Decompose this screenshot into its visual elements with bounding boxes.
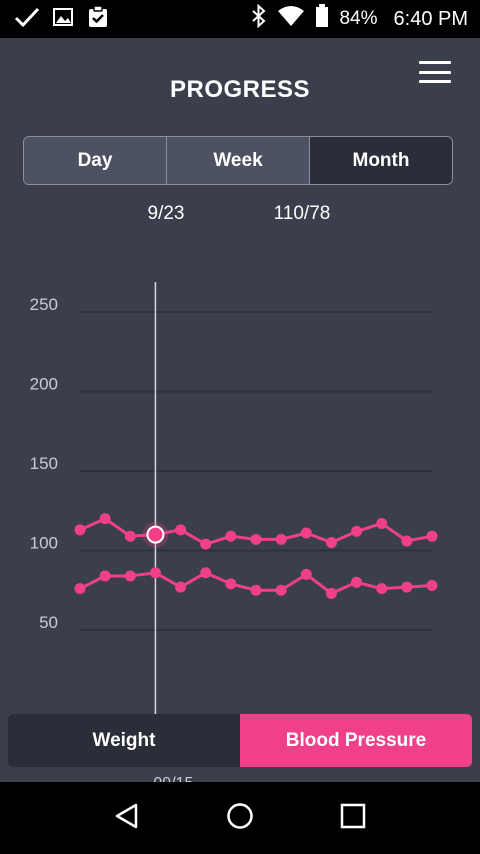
data-point <box>325 587 337 599</box>
check-icon <box>14 6 40 33</box>
data-point <box>300 527 312 539</box>
y-tick-label: 200 <box>30 375 58 394</box>
data-point <box>200 567 212 579</box>
data-point <box>376 583 388 595</box>
data-point <box>426 579 438 591</box>
wifi-icon <box>277 5 305 33</box>
data-point <box>401 535 413 547</box>
metric-toggle: Weight Blood Pressure <box>8 714 472 767</box>
battery-icon <box>315 4 329 34</box>
weight-tab[interactable]: Weight <box>8 714 240 767</box>
tab-month[interactable]: Month <box>310 137 452 184</box>
blood-pressure-tab[interactable]: Blood Pressure <box>240 714 472 767</box>
data-point <box>225 578 237 590</box>
tab-week[interactable]: Week <box>167 137 310 184</box>
selected-date: 9/23 <box>147 203 185 224</box>
data-point <box>74 583 86 595</box>
back-icon[interactable] <box>112 801 142 836</box>
bluetooth-icon <box>251 3 267 34</box>
data-point <box>200 538 212 550</box>
data-point <box>225 530 237 542</box>
data-point <box>124 570 136 582</box>
range-selector: Day Week Month <box>23 136 453 185</box>
data-point <box>99 513 111 525</box>
data-point <box>149 567 161 579</box>
data-point <box>351 576 363 588</box>
data-point <box>124 530 136 542</box>
menu-icon[interactable] <box>418 58 452 86</box>
data-point <box>275 584 287 596</box>
progress-screen: PROGRESS Day Week Month 9/23 110/78 250 2… <box>0 38 480 782</box>
navigation-bar <box>0 782 480 854</box>
data-point <box>275 533 287 545</box>
status-bar: 84% 6:40 PM <box>0 0 480 38</box>
recents-icon[interactable] <box>338 801 368 836</box>
y-tick-label: 250 <box>30 295 58 314</box>
data-point <box>175 581 187 593</box>
data-point <box>401 581 413 593</box>
data-point <box>250 584 262 596</box>
blood-pressure-chart[interactable]: 250 200 150 100 50 09/15 <box>0 268 480 782</box>
y-tick-label: 100 <box>30 534 58 553</box>
tab-day[interactable]: Day <box>24 137 167 184</box>
data-point <box>300 568 312 580</box>
y-tick-label: 50 <box>39 613 58 632</box>
x-tick-label: 09/15 <box>153 775 193 782</box>
battery-percent: 84% <box>339 8 378 29</box>
selected-value: 110/78 <box>273 203 331 224</box>
home-icon[interactable] <box>225 801 255 836</box>
data-point <box>351 525 363 537</box>
data-point <box>426 530 438 542</box>
clipboard-check-icon <box>86 4 110 34</box>
data-point <box>325 537 337 549</box>
page-title: PROGRESS <box>169 76 311 103</box>
selected-point <box>146 525 165 544</box>
data-point <box>99 570 111 582</box>
y-tick-label: 150 <box>30 454 58 473</box>
image-icon <box>52 6 74 33</box>
data-point <box>175 524 187 536</box>
status-time: 6:40 PM <box>393 7 468 30</box>
data-point <box>74 524 86 536</box>
data-point <box>376 517 388 529</box>
data-point <box>250 533 262 545</box>
